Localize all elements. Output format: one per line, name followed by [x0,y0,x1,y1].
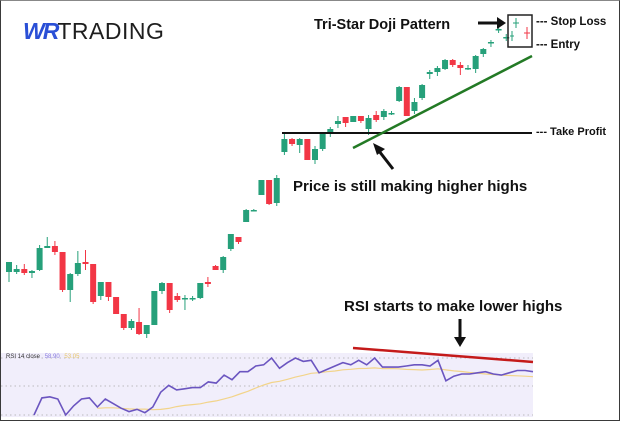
candle [304,139,311,160]
candle [503,37,510,39]
candle [13,269,20,272]
candle [174,296,181,300]
arrow-right-icon [497,17,506,29]
candle [373,115,380,120]
candle [189,298,196,300]
candle [36,248,43,270]
logo-prefix: WR [23,18,59,44]
entry-label: --- Entry [536,39,581,51]
candle [67,274,74,290]
rsi-note: RSI starts to make lower highs [344,298,562,315]
candles [6,26,510,338]
arrow-up-left-icon [373,143,385,155]
rsi-ma-line [97,367,534,411]
candle [82,262,89,264]
candle [197,283,204,298]
candle [128,321,135,328]
candle [212,266,219,270]
candle [281,139,288,152]
candle [465,68,471,70]
candle [357,116,364,121]
candle [74,263,81,274]
candle [6,262,12,272]
candle [342,117,349,123]
candle [457,65,464,68]
candle [442,60,449,69]
candle [235,237,242,242]
rsi-ma-value: 53.05 [64,354,80,360]
candle [480,49,487,54]
price-note: Price is still making higher highs [293,178,527,195]
candle [44,246,51,248]
candle [97,282,104,296]
candle [90,264,97,302]
candle [59,252,66,290]
candle [143,325,150,334]
candle [273,178,280,203]
candle [250,210,257,212]
candle [419,85,426,98]
candle [28,271,35,273]
logo: WRTRADING [23,19,164,43]
candle [151,291,158,325]
candle [181,298,188,300]
candle [113,297,120,314]
candle [487,42,494,44]
arrow-down-icon [454,337,466,347]
uptrend-line [352,54,533,150]
candle [334,121,341,124]
candle [472,56,479,69]
rsi-legend: RSI 14 close 58.90 53.05 [6,354,80,360]
candle [204,282,211,284]
candle [434,68,441,72]
candle [258,180,265,195]
candle [166,283,173,310]
candle [380,111,387,117]
candle [411,102,418,111]
take-profit-label: --- Take Profit [536,126,606,138]
candle [227,234,234,249]
rsi-name: RSI 14 close [6,354,41,360]
candle [365,118,372,129]
candle [403,87,410,116]
rsi-line [33,356,534,417]
candle [220,257,227,270]
candle [449,60,456,65]
candle [312,149,318,160]
candle [495,29,502,31]
candle [350,116,357,122]
candle [51,246,58,252]
candle [159,283,165,291]
candle [243,210,250,222]
candle [388,113,395,115]
rsi-lower-highs-line [352,346,534,364]
pattern-label: Tri-Star Doji Pattern [314,17,450,33]
rsi-series [33,356,534,417]
stop-loss-label: --- Stop Loss [536,16,606,28]
candle [327,129,334,134]
rsi-panel [1,353,533,417]
tri-star-box [507,14,533,48]
candle [266,180,273,204]
candle [120,314,127,328]
candle [396,87,403,101]
candle [319,134,326,149]
candle [296,139,303,145]
candle [289,139,296,144]
logo-suffix: TRADING [57,18,165,44]
candle [105,282,112,297]
candle [136,322,143,334]
rsi-value: 58.90 [45,354,61,360]
candle [426,72,433,74]
candle [21,269,28,273]
